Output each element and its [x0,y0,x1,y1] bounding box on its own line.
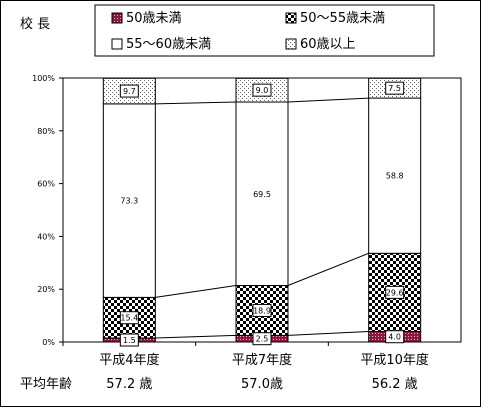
data-label: 9.0 [256,86,269,95]
data-label: 29.6 [386,288,404,297]
average-age-value: 57.0歳 [241,377,283,392]
average-age-row: 平均年齢 57.2 歳 57.0歳 56.2 歳 [20,377,418,392]
legend-swatch [285,38,297,50]
data-label-box [252,83,272,97]
data-label: 58.8 [386,172,404,181]
series-line [155,334,237,339]
series-line [287,330,369,336]
bar-segment [235,101,289,287]
legend-label: 50～55歳未満 [300,11,385,26]
bar-segment [102,103,156,298]
series-line [287,252,369,286]
y-tick-label: 100% [32,74,55,83]
data-label: 69.5 [253,190,271,199]
data-label-box [252,303,272,317]
average-age-value: 57.2 歳 [106,377,152,392]
data-label-box [119,333,139,347]
legend-swatch [285,12,297,24]
series-line [287,97,369,103]
legend: 50歳未満 50～55歳未満 55～60歳未満 60歳以上 [94,4,435,57]
legend-swatch [111,38,123,50]
x-tick-label: 平成10年度 [360,352,429,368]
data-label-box [252,332,272,346]
data-label: 7.5 [388,84,401,93]
bar-segment [368,97,422,254]
data-labels: 1.5 15.4 73.3 9.7 2.5 18.9 69.5 9.0 4.0 29.6 58.8 7… [119,81,405,347]
legend-swatch [111,12,123,24]
data-label: 73.3 [120,197,138,206]
y-tick-label: 0% [42,338,55,347]
data-label: 18.9 [253,306,271,315]
legend-label: 60歳以上 [300,37,356,52]
y-tick-label: 80% [37,127,55,136]
y-tick-label: 40% [37,232,55,241]
legend-label: 55～60歳未満 [126,37,211,52]
chart-title: 校 長 [20,16,50,32]
data-label-box [385,81,405,95]
bars-group [102,77,422,343]
y-axis: 0% 20% 40% 60% 80% 100% [32,74,63,347]
y-tick-label: 60% [37,180,55,189]
x-tick-label: 平成4年度 [99,352,159,368]
series-line [155,101,237,105]
data-label: 15.4 [120,314,138,323]
data-label-box [119,311,139,325]
average-age-label: 平均年齢 [20,377,72,392]
x-tick-label: 平成7年度 [232,352,292,368]
x-axis: 平成4年度 平成7年度 平成10年度 [62,342,429,368]
average-age-value: 56.2 歳 [372,377,418,392]
y-tick-label: 20% [37,285,55,294]
data-label: 1.5 [123,336,136,345]
data-label-box [385,330,405,344]
bar-segment [102,77,156,105]
data-label: 9.7 [123,87,136,96]
data-label: 2.5 [256,335,269,344]
data-label: 4.0 [388,333,401,342]
data-label-box [385,285,405,299]
legend-label: 50歳未満 [126,11,182,26]
series-lines [155,97,369,339]
series-line [155,285,237,298]
data-label-box [119,84,139,98]
